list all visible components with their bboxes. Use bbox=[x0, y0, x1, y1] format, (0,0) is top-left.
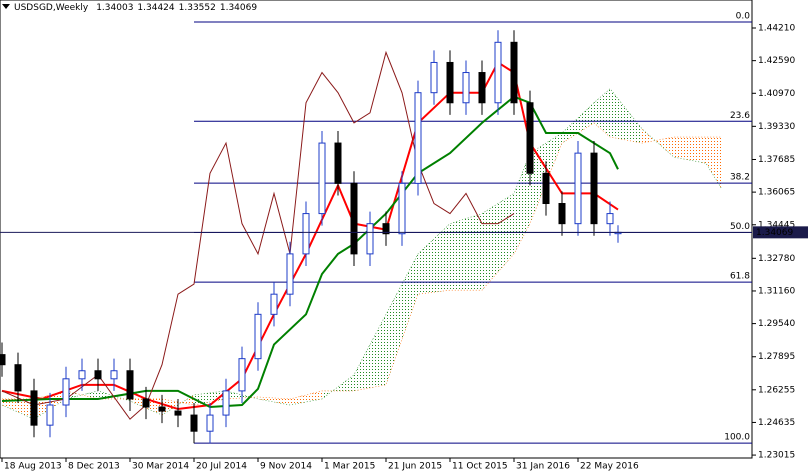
x-tick-label: 11 Oct 2015 bbox=[452, 462, 508, 472]
candle-body bbox=[542, 172, 550, 205]
candle-body bbox=[46, 404, 54, 426]
x-tick-label: 20 Jul 2014 bbox=[196, 462, 247, 472]
cloud-segment bbox=[322, 374, 354, 399]
cloud-segment bbox=[194, 390, 226, 406]
cloud-segment bbox=[386, 253, 418, 385]
y-tick-label: 1.24635 bbox=[758, 418, 795, 428]
header-value: 1.34424 bbox=[137, 3, 174, 13]
last-price-box bbox=[753, 226, 808, 239]
x-tick-label: 31 Jan 2016 bbox=[516, 462, 570, 472]
fib-label: 38.2 bbox=[730, 173, 750, 183]
x-tick-label: 21 Jun 2015 bbox=[388, 462, 442, 472]
symbol: USDSGD,Weekly bbox=[14, 3, 89, 13]
y-tick-label: 1.32780 bbox=[758, 254, 795, 264]
indicator-line bbox=[1, 95, 619, 409]
candle-body bbox=[62, 378, 70, 406]
fib-label: 23.6 bbox=[730, 111, 750, 121]
header-value: 1.34003 bbox=[96, 3, 133, 13]
candle-body bbox=[430, 61, 438, 94]
candle-body bbox=[526, 102, 534, 174]
candle-body bbox=[30, 390, 38, 426]
cloud-segment bbox=[2, 398, 34, 420]
menu-arrow bbox=[2, 4, 10, 9]
cloud-segment bbox=[482, 193, 514, 291]
candle-body bbox=[302, 213, 310, 255]
x-tick-label: 1 Mar 2015 bbox=[324, 462, 375, 472]
x-tick-label: 22 May 2016 bbox=[580, 462, 639, 472]
y-tick-label: 1.40970 bbox=[758, 89, 795, 99]
candle-body bbox=[126, 370, 134, 400]
cloud-segment bbox=[706, 137, 722, 190]
candle-body bbox=[222, 390, 230, 416]
candle-body bbox=[382, 223, 390, 235]
cloud-segment bbox=[594, 88, 610, 138]
y-tick-label: 1.23015 bbox=[758, 451, 795, 461]
candle-body bbox=[462, 72, 470, 104]
candle-body bbox=[142, 398, 150, 408]
candle-body bbox=[590, 152, 598, 225]
header-value: 1.34069 bbox=[220, 3, 257, 13]
plot-frame bbox=[0, 0, 753, 459]
fib-label: 61.8 bbox=[730, 272, 750, 282]
y-tick-label: 1.29540 bbox=[758, 319, 795, 329]
x-tick-label: 18 Aug 2013 bbox=[4, 462, 62, 472]
candle-body bbox=[510, 41, 518, 104]
y-tick-label: 1.31160 bbox=[758, 286, 795, 296]
x-tick-label: 9 Nov 2014 bbox=[260, 462, 312, 472]
candle-body bbox=[478, 72, 486, 104]
x-tick-label: 8 Dec 2013 bbox=[68, 462, 120, 472]
candle-body bbox=[334, 142, 342, 184]
y-tick-label: 1.34445 bbox=[758, 220, 795, 230]
y-tick-label: 1.36065 bbox=[758, 188, 795, 198]
chart-header: USDSGD,Weekly 1.34003 1.34424 1.33552 1.3406… bbox=[14, 3, 257, 13]
y-tick-label: 1.27895 bbox=[758, 352, 795, 362]
fib-label: 100.0 bbox=[724, 433, 750, 443]
cloud-segment bbox=[450, 213, 482, 291]
header-value: 1.33552 bbox=[179, 3, 216, 13]
candle-body bbox=[254, 313, 262, 360]
cloud-segment bbox=[610, 88, 642, 144]
candle-body bbox=[14, 364, 22, 392]
candle-body bbox=[94, 370, 102, 380]
candle-body bbox=[398, 182, 406, 235]
cloud-segment bbox=[674, 137, 706, 164]
x-tick-label: 30 Mar 2014 bbox=[132, 462, 189, 472]
cloud-segment bbox=[258, 396, 290, 406]
candle-body bbox=[174, 410, 182, 416]
candle-body bbox=[558, 203, 566, 225]
y-tick-label: 1.44210 bbox=[758, 24, 795, 34]
candle-body bbox=[110, 370, 118, 380]
y-tick-label: 1.39330 bbox=[758, 122, 795, 132]
candle-body bbox=[574, 152, 582, 225]
candle-body bbox=[238, 358, 246, 392]
candle-body bbox=[270, 293, 278, 315]
cloud-segment bbox=[514, 153, 530, 254]
cloud-segment bbox=[418, 223, 450, 295]
candle-body bbox=[366, 223, 374, 255]
candle-body bbox=[286, 253, 294, 295]
candle-body bbox=[78, 370, 86, 380]
candle-body bbox=[206, 414, 214, 432]
candle-body bbox=[190, 414, 198, 432]
candle-body bbox=[0, 354, 6, 366]
candle-body bbox=[350, 182, 358, 255]
fib-label: 0.0 bbox=[736, 11, 751, 21]
candle-body bbox=[606, 213, 614, 225]
candle-body bbox=[494, 41, 502, 104]
cloud-segment bbox=[290, 390, 322, 406]
candle-body bbox=[158, 406, 166, 412]
y-tick-label: 1.37685 bbox=[758, 155, 795, 165]
fib-label: 50.0 bbox=[730, 222, 750, 232]
cloud-segment bbox=[354, 314, 386, 391]
y-tick-label: 1.26255 bbox=[758, 385, 795, 395]
y-tick-label: 1.42590 bbox=[758, 56, 795, 66]
last-price-label: 1.34069 bbox=[756, 228, 793, 238]
candle-body bbox=[446, 61, 454, 104]
candle-body bbox=[318, 142, 326, 215]
candle-body bbox=[414, 92, 422, 184]
